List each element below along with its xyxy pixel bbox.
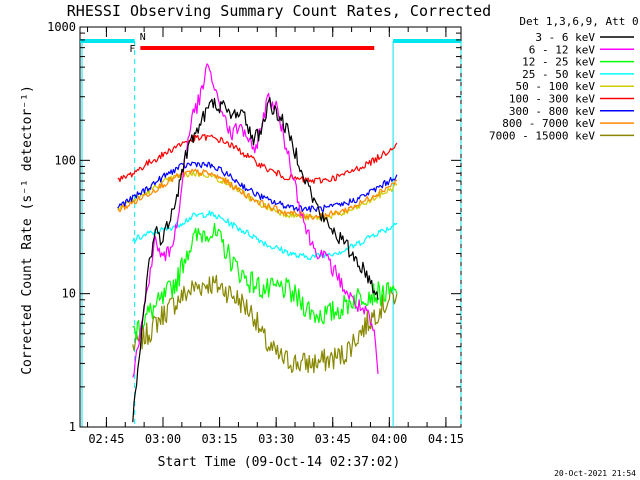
legend-label: 100 - 300 keV — [509, 93, 595, 106]
legend-header: Det 1,3,6,9, Att 0 — [519, 15, 638, 28]
y-axis: 1 10 100 1000 — [47, 20, 461, 434]
y-tick-label: 10 — [62, 287, 76, 301]
y-tick-label: 100 — [54, 153, 76, 167]
series-line-0 — [132, 97, 379, 423]
legend-label: 7000 - 15000 keV — [489, 129, 595, 142]
series-line-8 — [132, 274, 398, 374]
legend-label: 6 - 12 keV — [529, 43, 596, 56]
series-line-2 — [132, 222, 398, 340]
legend-label: 300 - 800 keV — [509, 105, 595, 118]
chart-title: RHESSI Observing Summary Count Rates, Co… — [67, 2, 491, 20]
x-tick-label: 04:15 — [428, 432, 464, 446]
x-tick-label: 03:15 — [202, 432, 238, 446]
legend-label: 25 - 50 keV — [522, 68, 595, 81]
y-tick-label: 1 — [69, 420, 76, 434]
x-axis-label: Start Time (09-Oct-14 02:37:02) — [158, 455, 401, 470]
series-line-6 — [117, 161, 398, 213]
x-tick-label: 04:00 — [371, 432, 407, 446]
x-tick-label: 03:00 — [145, 432, 181, 446]
series-line-1 — [132, 63, 379, 378]
legend-label: 800 - 7000 keV — [502, 117, 595, 130]
x-tick-label: 03:45 — [315, 432, 351, 446]
legend-label: 3 - 6 keV — [535, 31, 595, 44]
x-tick-label: 03:30 — [258, 432, 294, 446]
series-group — [117, 63, 398, 423]
legend-label: 50 - 100 keV — [516, 80, 596, 93]
y-tick-label: 1000 — [47, 20, 76, 34]
x-tick-label: 02:45 — [88, 432, 124, 446]
series-line-3 — [132, 210, 398, 261]
series-line-5 — [117, 133, 398, 184]
legend-label: 12 - 25 keV — [522, 56, 595, 69]
x-axis: 02:45 03:00 03:15 03:30 03:45 04:00 04:15 — [87, 27, 464, 446]
plot-frame — [79, 26, 462, 428]
timestamp: 20-Oct-2021 21:54 — [554, 469, 636, 478]
annotations: NF — [80, 32, 462, 427]
flare-label: F — [129, 44, 135, 55]
night-label: N — [140, 32, 146, 43]
y-axis-label: Corrected Count Rate (s⁻¹ detector⁻¹) — [20, 85, 35, 375]
series-line-7 — [117, 168, 398, 220]
